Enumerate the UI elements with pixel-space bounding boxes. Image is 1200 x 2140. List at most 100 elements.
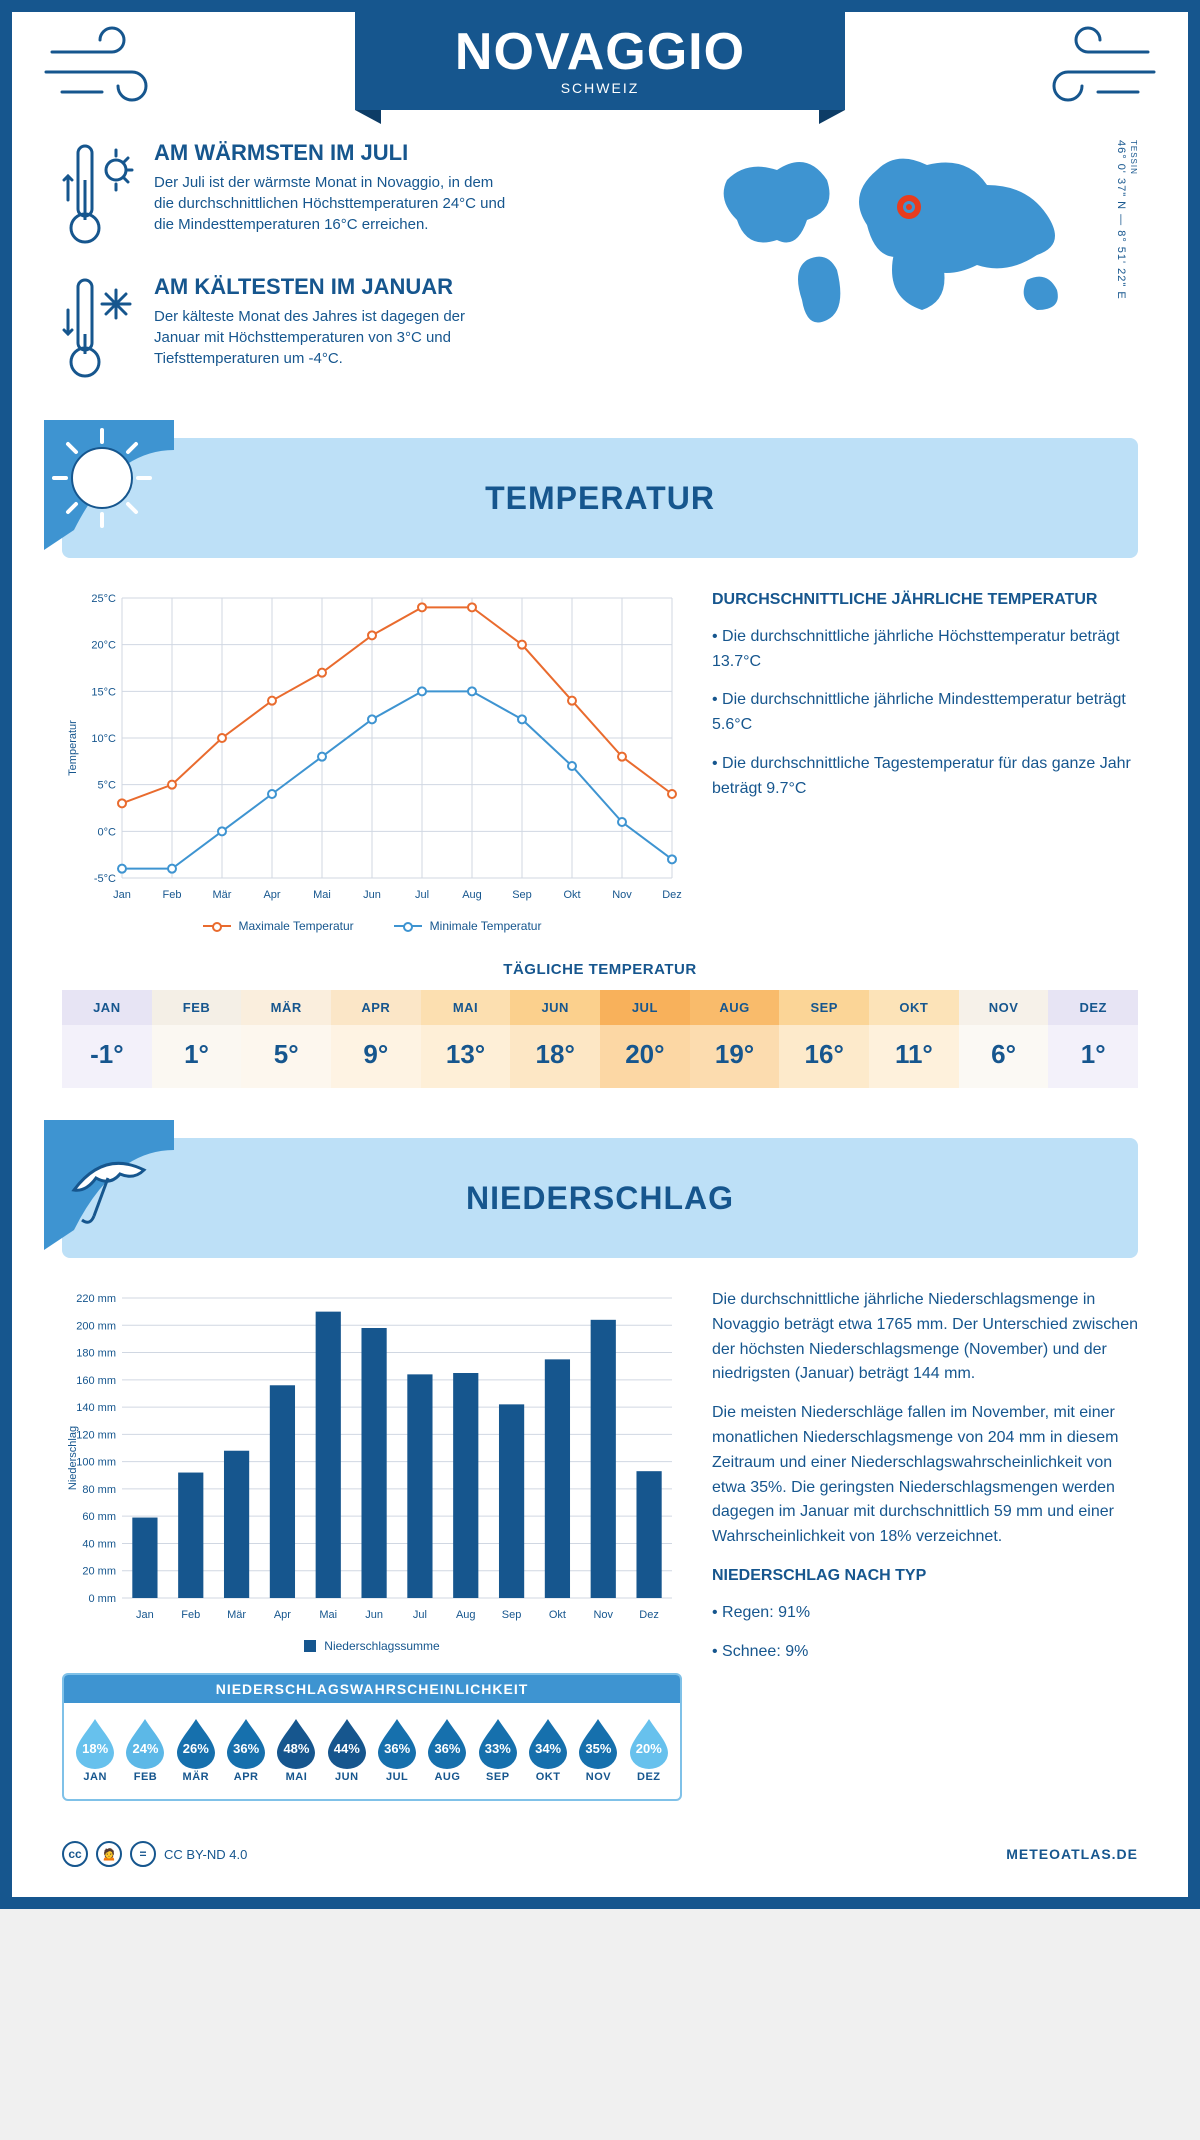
daily-month: JUN xyxy=(510,990,600,1025)
prob-month: MÄR xyxy=(175,1771,217,1783)
daily-month: OKT xyxy=(869,990,959,1025)
prob-month: AUG xyxy=(426,1771,468,1783)
prob-month: MAI xyxy=(275,1771,317,1783)
legend-precip: Niederschlagssumme xyxy=(304,1639,439,1653)
svg-text:0 mm: 0 mm xyxy=(89,1593,117,1605)
prob-drop: 26%MÄR xyxy=(175,1717,217,1783)
precip-probability-title: NIEDERSCHLAGSWAHRSCHEINLICHKEIT xyxy=(64,1675,680,1703)
daily-value: 16° xyxy=(779,1025,869,1088)
feature-cold: AM KÄLTESTEN IM JANUAR Der kälteste Mona… xyxy=(62,274,667,384)
feature-warm-text: Der Juli ist der wärmste Monat in Novagg… xyxy=(154,172,514,235)
prob-drop: 36%APR xyxy=(225,1717,267,1783)
svg-text:Niederschlag: Niederschlag xyxy=(67,1426,79,1490)
daily-month: MÄR xyxy=(241,990,331,1025)
svg-text:80 mm: 80 mm xyxy=(82,1484,116,1496)
prob-month: JAN xyxy=(74,1771,116,1783)
prob-month: FEB xyxy=(124,1771,166,1783)
prob-drop: 34%OKT xyxy=(527,1717,569,1783)
svg-text:20°C: 20°C xyxy=(91,640,116,652)
coordinates: 46° 0' 37" N — 8° 51' 22" E xyxy=(1115,140,1127,300)
daily-month: FEB xyxy=(152,990,242,1025)
wind-icon xyxy=(1038,22,1158,112)
daily-month: JAN xyxy=(62,990,152,1025)
temperature-bullet: • Die durchschnittliche jährliche Mindes… xyxy=(712,688,1138,738)
svg-text:Dez: Dez xyxy=(662,889,682,901)
daily-month: SEP xyxy=(779,990,869,1025)
legend-min-label: Minimale Temperatur xyxy=(430,919,542,933)
feature-warm-title: AM WÄRMSTEN IM JULI xyxy=(154,140,514,166)
daily-col: MÄR5° xyxy=(241,990,331,1088)
svg-text:Aug: Aug xyxy=(462,889,482,901)
precip-para1: Die durchschnittliche jährliche Niedersc… xyxy=(712,1288,1138,1387)
license-label: CC BY-ND 4.0 xyxy=(164,1847,247,1862)
daily-col: JUN18° xyxy=(510,990,600,1088)
page: NOVAGGIO SCHWEIZ AM WÄRMSTEN I xyxy=(0,0,1200,1909)
legend-swatch-precip xyxy=(304,1640,316,1652)
svg-text:60 mm: 60 mm xyxy=(82,1511,116,1523)
daily-month: JUL xyxy=(600,990,690,1025)
legend-max-label: Maximale Temperatur xyxy=(239,919,354,933)
banner-bar: NOVAGGIO SCHWEIZ xyxy=(355,12,845,110)
section-bar-precip: NIEDERSCHLAG xyxy=(62,1138,1138,1258)
legend-swatch-max xyxy=(203,925,231,927)
prob-drop: 48%MAI xyxy=(275,1717,317,1783)
daily-col: DEZ1° xyxy=(1048,990,1138,1088)
precip-type-bullet: • Regen: 91% xyxy=(712,1601,1138,1626)
precip-bar-chart: 0 mm20 mm40 mm60 mm80 mm100 mm120 mm140 … xyxy=(62,1288,682,1628)
temperature-summary-heading: DURCHSCHNITTLICHE JÄHRLICHE TEMPERATUR xyxy=(712,588,1138,613)
daily-col: MAI13° xyxy=(421,990,511,1088)
region-label: TESSIN xyxy=(1129,140,1138,175)
feature-cold-text: Der kälteste Monat des Jahres ist dagege… xyxy=(154,306,514,369)
daily-month: DEZ xyxy=(1048,990,1138,1025)
daily-value: 11° xyxy=(869,1025,959,1088)
svg-text:Nov: Nov xyxy=(612,889,632,901)
svg-text:10°C: 10°C xyxy=(91,733,116,745)
daily-col: SEP16° xyxy=(779,990,869,1088)
daily-col: JAN-1° xyxy=(62,990,152,1088)
svg-text:Okt: Okt xyxy=(549,1609,566,1621)
daily-month: AUG xyxy=(690,990,780,1025)
feature-cold-title: AM KÄLTESTEN IM JANUAR xyxy=(154,274,514,300)
precip-para2: Die meisten Niederschläge fallen im Nove… xyxy=(712,1401,1138,1550)
legend-max: Maximale Temperatur xyxy=(203,919,354,933)
daily-value: 1° xyxy=(152,1025,242,1088)
license: cc 🙍 = CC BY-ND 4.0 xyxy=(62,1841,247,1867)
temperature-row: -5°C0°C5°C10°C15°C20°C25°CTemperaturJanF… xyxy=(62,588,1138,933)
umbrella-icon xyxy=(44,1120,174,1250)
svg-text:Jul: Jul xyxy=(415,889,429,901)
prob-drop: 36%AUG xyxy=(426,1717,468,1783)
temperature-legend: Maximale Temperatur Minimale Temperatur xyxy=(62,919,682,933)
daily-temp-table: JAN-1°FEB1°MÄR5°APR9°MAI13°JUN18°JUL20°A… xyxy=(62,990,1138,1088)
map-block: 46° 0' 37" N — 8° 51' 22" E TESSIN xyxy=(707,140,1138,340)
precip-summary: Die durchschnittliche jährliche Niedersc… xyxy=(712,1288,1138,1801)
wind-icon xyxy=(42,22,162,112)
daily-value: 1° xyxy=(1048,1025,1138,1088)
site-name: METEOATLAS.DE xyxy=(1006,1846,1138,1862)
prob-drop: 20%DEZ xyxy=(628,1717,670,1783)
banner: NOVAGGIO SCHWEIZ xyxy=(62,12,1138,110)
thermometer-sun-icon xyxy=(62,140,136,250)
daily-value: 9° xyxy=(331,1025,421,1088)
daily-value: 18° xyxy=(510,1025,600,1088)
prob-drop: 35%NOV xyxy=(577,1717,619,1783)
temperature-bullet: • Die durchschnittliche jährliche Höchst… xyxy=(712,625,1138,675)
svg-text:Mai: Mai xyxy=(313,889,331,901)
prob-month: SEP xyxy=(477,1771,519,1783)
legend-precip-label: Niederschlagssumme xyxy=(324,1639,439,1653)
svg-text:Feb: Feb xyxy=(163,889,182,901)
svg-text:Nov: Nov xyxy=(593,1609,613,1621)
feature-warm: AM WÄRMSTEN IM JULI Der Juli ist der wär… xyxy=(62,140,667,250)
svg-text:Feb: Feb xyxy=(181,1609,200,1621)
nd-icon: = xyxy=(130,1841,156,1867)
svg-text:Jan: Jan xyxy=(113,889,131,901)
temperature-bullet: • Die durchschnittliche Tagestemperatur … xyxy=(712,752,1138,802)
page-title: NOVAGGIO xyxy=(455,22,745,82)
precip-type-heading: NIEDERSCHLAG NACH TYP xyxy=(712,1564,1138,1589)
svg-text:220 mm: 220 mm xyxy=(76,1293,116,1305)
svg-text:Aug: Aug xyxy=(456,1609,476,1621)
temperature-chart: -5°C0°C5°C10°C15°C20°C25°CTemperaturJanF… xyxy=(62,588,682,933)
daily-col: OKT11° xyxy=(869,990,959,1088)
daily-value: 19° xyxy=(690,1025,780,1088)
svg-text:Mär: Mär xyxy=(213,889,232,901)
daily-col: APR9° xyxy=(331,990,421,1088)
